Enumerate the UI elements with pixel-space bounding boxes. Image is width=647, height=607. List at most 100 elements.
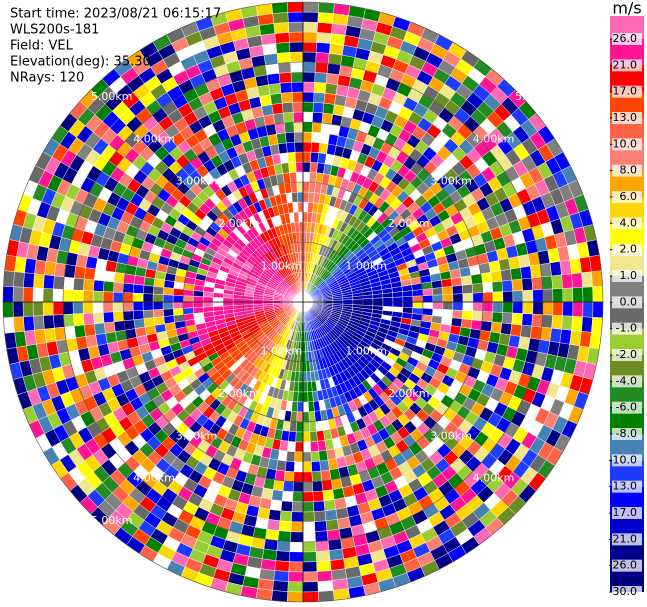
range-gate: [272, 12, 289, 24]
range-gate: [362, 301, 374, 306]
range-gate: [531, 276, 543, 291]
range-gate: [283, 470, 295, 483]
range-gate: [295, 161, 304, 173]
range-gate: [311, 470, 323, 483]
range-gate: [13, 271, 25, 288]
range-gate: [274, 469, 286, 482]
range-gate: [551, 274, 563, 290]
range-gate: [302, 511, 315, 523]
range-gate: [532, 289, 544, 303]
range-gate: [44, 327, 57, 343]
range-gate: [113, 281, 125, 293]
range-gate: [266, 217, 275, 230]
range-gate: [132, 301, 144, 312]
range-gate: [315, 52, 330, 64]
range-gate: [271, 102, 284, 115]
range-gate: [324, 509, 338, 522]
range-gate: [294, 451, 304, 463]
range-gate: [152, 301, 164, 311]
range-gate: [281, 102, 294, 114]
range-gate: [192, 295, 204, 303]
range-gate: [422, 308, 434, 316]
range-gate: [451, 309, 464, 319]
range-gate: [314, 62, 329, 74]
range-gate: [287, 591, 304, 603]
range-gate: [162, 301, 174, 310]
range-gate: [142, 309, 155, 319]
range-gate: [561, 315, 573, 331]
range-gate: [289, 551, 304, 563]
range-gate: [280, 500, 293, 512]
range-gate: [296, 181, 304, 193]
range-gate: [315, 550, 331, 562]
range-gate: [275, 550, 291, 562]
range-gate: [103, 280, 115, 293]
range-gate: [296, 191, 304, 203]
range-gate: [572, 301, 584, 317]
range-gate: [273, 570, 290, 582]
range-gate: [302, 411, 310, 423]
range-gate: [152, 286, 165, 295]
range-gate: [302, 31, 318, 43]
ring-label: 5.00km: [515, 514, 557, 527]
ring-label: 1.00km: [345, 260, 387, 273]
range-gate: [274, 560, 290, 572]
range-gate: [302, 21, 318, 33]
colorbar-label: -1.0: [616, 322, 637, 335]
range-gate: [273, 112, 285, 125]
range-gate: [325, 73, 340, 85]
range-gate: [311, 380, 318, 392]
range-gate: [511, 278, 523, 292]
range-gate: [302, 91, 315, 103]
range-gate: [325, 519, 340, 531]
range-gate: [271, 2, 289, 14]
range-gate: [142, 301, 154, 311]
range-gate: [192, 306, 204, 314]
range-gate: [302, 131, 313, 143]
range-gate: [452, 293, 464, 303]
range-gate: [482, 301, 494, 313]
range-gate: [293, 381, 300, 393]
range-gate: [302, 71, 316, 83]
range-gate: [257, 507, 271, 520]
range-gate: [274, 32, 290, 44]
range-gate: [302, 501, 315, 513]
range-gate: [332, 104, 345, 117]
range-gate: [302, 461, 313, 473]
range-gate: [283, 121, 295, 134]
range-gate: [269, 92, 283, 105]
range-gate: [24, 329, 37, 347]
range-gate: [382, 297, 394, 303]
range-gate: [480, 320, 493, 332]
range-gate: [290, 71, 304, 83]
header-line: WLS200s-181: [10, 23, 99, 38]
range-gate: [482, 291, 494, 303]
range-gate: [42, 301, 54, 316]
range-gate: [581, 271, 593, 288]
colorbar-label-bg: [612, 480, 642, 493]
colorbar-label-bg: [612, 243, 642, 256]
range-gate: [260, 558, 277, 571]
range-gate: [113, 320, 126, 332]
range-gate: [288, 571, 304, 583]
range-gate: [314, 72, 328, 84]
range-gate: [265, 528, 280, 541]
range-gate: [302, 81, 315, 93]
range-gate: [330, 568, 348, 581]
range-gate: [571, 272, 583, 289]
range-gate: [302, 541, 317, 553]
colorbar-label: -2.0: [616, 348, 637, 361]
range-gate: [529, 325, 542, 340]
range-gate: [382, 301, 394, 307]
range-gate: [313, 92, 326, 104]
colorbar-label-bg: [612, 112, 642, 124]
range-gate: [291, 91, 304, 103]
colorbar-label-bg: [612, 349, 642, 361]
range-gate: [74, 324, 86, 339]
range-gate: [292, 111, 304, 123]
range-gate: [153, 278, 165, 288]
range-gate: [329, 33, 346, 46]
range-gate: [63, 313, 75, 328]
range-gate: [412, 295, 424, 303]
range-gate: [72, 301, 84, 315]
